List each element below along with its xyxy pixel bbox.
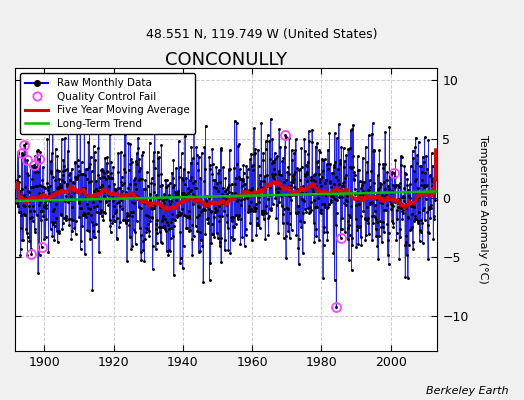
Text: Berkeley Earth: Berkeley Earth [426,386,508,396]
Text: 48.551 N, 119.749 W (United States): 48.551 N, 119.749 W (United States) [146,28,378,41]
Title: CONCONULLY: CONCONULLY [165,51,287,69]
Y-axis label: Temperature Anomaly (°C): Temperature Anomaly (°C) [478,135,488,284]
Legend: Raw Monthly Data, Quality Control Fail, Five Year Moving Average, Long-Term Tren: Raw Monthly Data, Quality Control Fail, … [20,73,194,134]
